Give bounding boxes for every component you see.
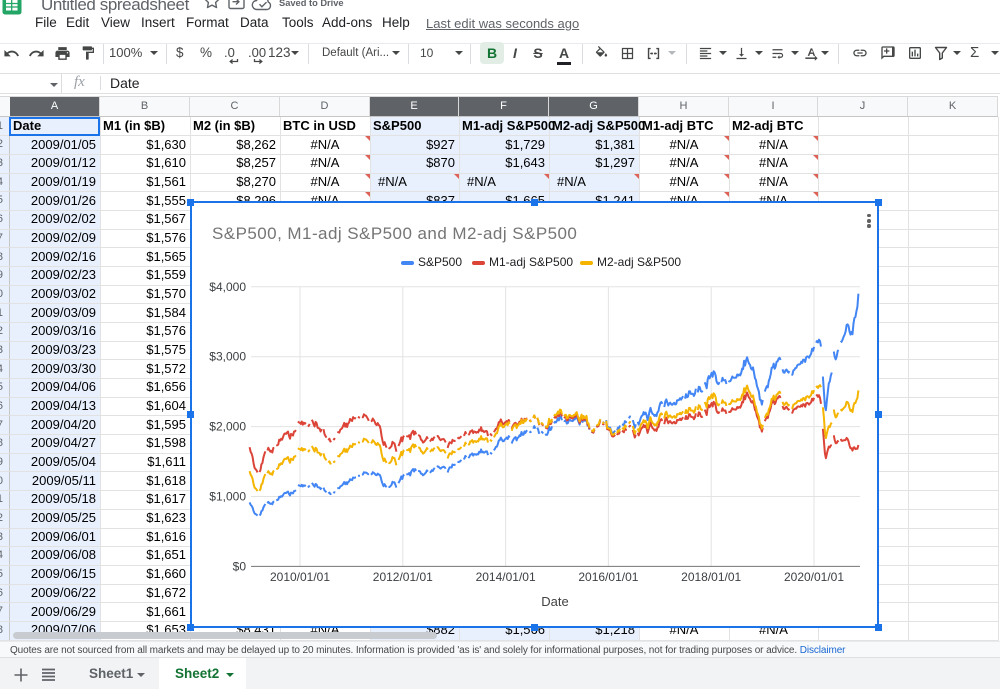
svg-text:2014/01/01: 2014/01/01 xyxy=(476,570,536,584)
svg-text:Date: Date xyxy=(541,594,568,609)
svg-text:2016/01/01: 2016/01/01 xyxy=(578,570,638,584)
svg-text:$0: $0 xyxy=(233,559,247,573)
svg-text:$1,000: $1,000 xyxy=(209,490,246,504)
svg-text:2020/01/01: 2020/01/01 xyxy=(784,570,844,584)
svg-text:2018/01/01: 2018/01/01 xyxy=(681,570,741,584)
svg-text:$4,000: $4,000 xyxy=(209,280,246,294)
svg-text:$3,000: $3,000 xyxy=(209,350,246,364)
svg-text:$2,000: $2,000 xyxy=(209,420,246,434)
svg-text:2012/01/01: 2012/01/01 xyxy=(373,570,433,584)
svg-text:2010/01/01: 2010/01/01 xyxy=(270,570,330,584)
